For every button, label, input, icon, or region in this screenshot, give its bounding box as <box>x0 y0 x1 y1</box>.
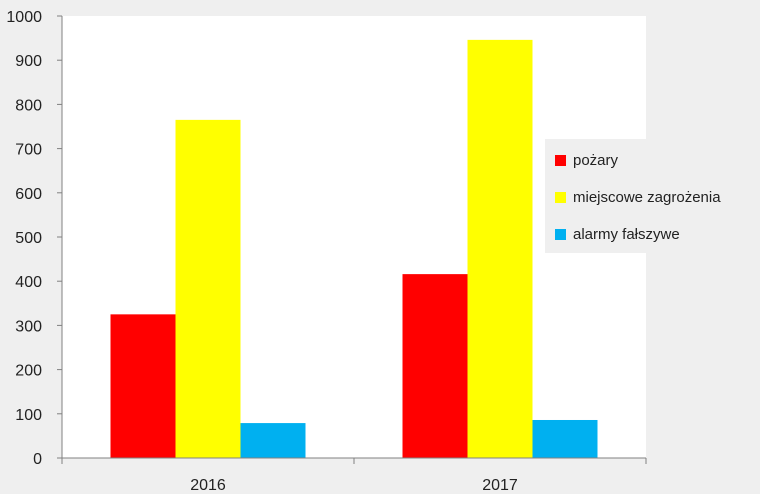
legend-label: miejscowe zagrożenia <box>573 189 721 206</box>
y-tick-label: 300 <box>15 318 42 335</box>
bar-2017-2 <box>532 419 598 458</box>
bar-2017-0 <box>402 274 468 458</box>
bars-group <box>110 39 598 459</box>
y-tick-label: 500 <box>15 230 42 247</box>
y-tick-label: 600 <box>15 186 42 203</box>
legend-swatch <box>555 155 566 166</box>
y-tick-label: 400 <box>15 274 42 291</box>
bar-2016-2 <box>240 423 306 458</box>
legend: pożary miejscowe zagrożenia alarmy fałszyw… <box>545 139 760 253</box>
legend-label: alarmy fałszywe <box>573 226 680 243</box>
y-tick-label: 1000 <box>6 9 42 26</box>
y-tick-label: 200 <box>15 363 42 380</box>
bar-2016-0 <box>110 314 176 458</box>
bar-2016-1 <box>175 119 241 459</box>
x-axis-ticks: 2016 2017 <box>61 458 647 494</box>
legend-swatch <box>555 229 566 240</box>
y-tick-label: 0 <box>33 451 42 468</box>
x-tick-label: 2016 <box>190 477 226 494</box>
y-tick-label: 100 <box>15 407 42 424</box>
bar-2017-1 <box>467 39 533 458</box>
x-tick-label: 2017 <box>482 477 518 494</box>
y-axis-ticks: 0 100 200 300 400 500 600 700 800 900 1000 <box>6 9 62 468</box>
y-tick-label: 700 <box>15 142 42 159</box>
legend-box <box>545 139 760 253</box>
y-tick-label: 900 <box>15 53 42 70</box>
legend-swatch <box>555 192 566 203</box>
legend-label: pożary <box>573 152 619 169</box>
y-tick-label: 800 <box>15 97 42 114</box>
